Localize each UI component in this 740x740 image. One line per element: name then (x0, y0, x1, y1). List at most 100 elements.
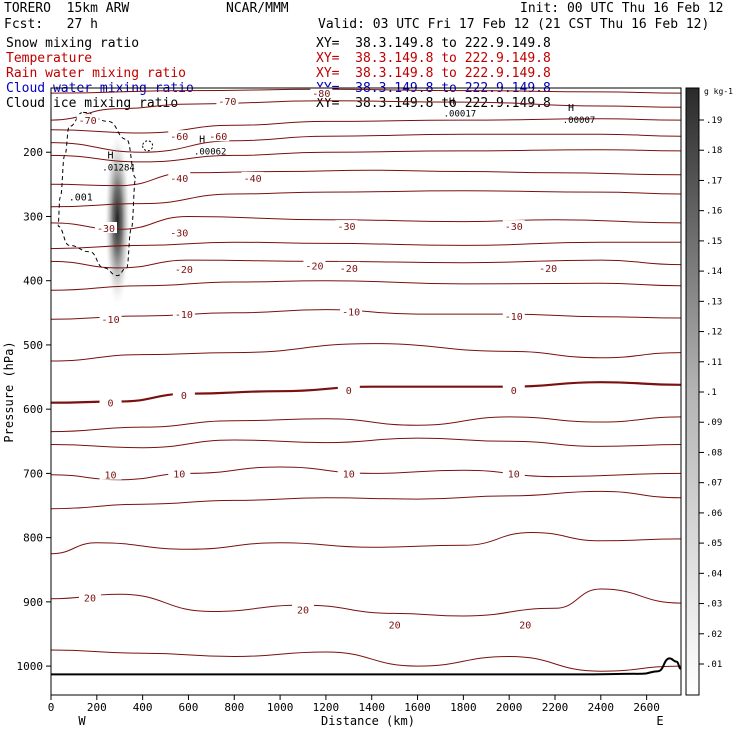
colorbar-tick-label: .08 (706, 448, 722, 458)
contour-label-bg (241, 171, 264, 183)
contour-label-bg (502, 310, 525, 322)
contour-label: 0 (108, 399, 114, 410)
temperature-contour (51, 381, 681, 404)
temperature-contour (51, 241, 681, 250)
colorbar-tick-label: .05 (706, 539, 722, 549)
x-tick-label: 1600 (404, 701, 431, 714)
field-xy-snow: XY= 38.3.149.8 to 222.9.149.8 (316, 36, 551, 51)
x-tick-label: 200 (87, 701, 107, 714)
colorbar-tick-label: .02 (706, 630, 722, 640)
contour-label: 20 (519, 620, 531, 631)
surface-pressure-line (51, 657, 681, 676)
contour-label: -70 (218, 97, 236, 108)
temperature-contour (51, 169, 681, 187)
field-name-cloud-water: Cloud water mixing ratio (6, 81, 194, 96)
plot-frame (50, 87, 682, 696)
field-name-temperature: Temperature (6, 51, 93, 66)
valid-time: Valid: 03 UTC Fri 17 Feb 12 (21 CST Thu … (318, 17, 710, 32)
y-axis-label: Pressure (hPa) (2, 341, 16, 442)
contour-label-bg (502, 383, 525, 395)
forecast-hour: Fcst: 27 h (4, 17, 98, 32)
colorbar-tick-label: .14 (706, 267, 722, 277)
x-tick-label: 600 (179, 701, 199, 714)
contour-label: 10 (173, 469, 185, 480)
x-tick-label: 2400 (588, 701, 615, 714)
temperature-contour (51, 133, 681, 153)
contour-label-bg (172, 308, 195, 320)
cloud-ice-label: .001 (69, 192, 93, 203)
contour-label: 0 (181, 391, 187, 402)
temperature-contour (51, 259, 681, 269)
y-tick-label: 800 (23, 532, 43, 545)
colorbar-tick-label: .17 (706, 176, 722, 186)
x-tick-label: 2200 (542, 701, 569, 714)
contour-label-bg (168, 226, 191, 238)
contour-label: -10 (342, 308, 360, 319)
colorbar-tick-label: .16 (706, 207, 722, 217)
contour-label-bg (168, 467, 191, 479)
contour-label-bg (168, 130, 191, 142)
colorbar-tick-label: .13 (706, 297, 722, 307)
maximum-marker: H (568, 103, 574, 114)
contour-label: -60 (170, 132, 188, 143)
colorbar: g kg-1 .01 .02 .03 .04 .05 .06 .07 .08 .09 .1 .11.… (685, 87, 733, 696)
contour-label: -40 (244, 174, 262, 185)
y-tick-label: 1000 (17, 660, 44, 673)
field-xy-cloud-ice: XY= 38.3.149.8 to 222.9.149.8 (316, 96, 551, 111)
field-xy-temperature: XY= 38.3.149.8 to 222.9.149.8 (316, 51, 551, 66)
contour-label-bg (172, 263, 195, 275)
colorbar-tick-label: .11 (706, 358, 722, 368)
temperature-contour (51, 490, 681, 510)
field-name-cloud-ice: Cloud ice mixing ratio (6, 96, 179, 111)
contour-label-bg (172, 389, 195, 401)
organization: NCAR/MMM (226, 1, 289, 16)
contour-label-bg (168, 171, 191, 183)
maximum-value: .00007 (563, 116, 596, 126)
contour-label: -30 (97, 224, 115, 235)
x-tick-label: 1200 (313, 701, 340, 714)
contour-label-bg (94, 222, 117, 234)
contour-label-bg (340, 305, 363, 317)
contour-label-bg (99, 313, 122, 325)
y-tick-label: 700 (23, 467, 43, 480)
contour-label: 10 (105, 471, 117, 482)
init-time: Init: 00 UTC Thu 16 Feb 12 (520, 1, 724, 16)
cloud-ice-contour (142, 140, 154, 152)
colorbar-tick-label: .09 (706, 418, 722, 428)
x-tick-label: 1800 (450, 701, 477, 714)
contour-label: -40 (170, 174, 188, 185)
maximum-value: .01284 (102, 164, 135, 174)
contour-label: -20 (175, 265, 193, 276)
colorbar-tick-label: .04 (706, 569, 722, 579)
colorbar-tick-label: .01 (706, 660, 722, 670)
contour-label: -10 (505, 312, 523, 323)
contour-label: 0 (511, 386, 517, 397)
contour-label: -30 (337, 222, 355, 233)
contour-label: 20 (389, 620, 401, 631)
contour-label-bg (337, 261, 360, 273)
contour-label-bg (216, 94, 239, 106)
x-tick-label: 1000 (267, 701, 294, 714)
x-tick-label: 0 (48, 701, 55, 714)
field-xy-rain: XY= 38.3.149.8 to 222.9.149.8 (316, 66, 551, 81)
contour-label: 0 (346, 386, 352, 397)
contour-label: -20 (340, 264, 358, 275)
y-tick-label: 900 (23, 596, 43, 609)
temperature-contour (51, 149, 681, 163)
contour-label-bg (335, 220, 358, 232)
colorbar-tick-label: .15 (706, 237, 722, 247)
contour-label-bg (303, 259, 326, 271)
colorbar-tick-label: .12 (706, 328, 722, 338)
maximum-marker: H (199, 135, 205, 146)
temperature-contour (51, 531, 681, 555)
contour-label: -10 (102, 315, 120, 326)
temperature-contour (51, 280, 681, 291)
colorbar-tick-label: .19 (706, 116, 722, 126)
colorbar-tick-label: .07 (706, 479, 722, 489)
temperature-contour (51, 88, 681, 94)
temperature-contour (51, 309, 681, 320)
temperature-contour (51, 118, 681, 134)
contour-label-bg (502, 467, 525, 479)
contour-label-bg (76, 114, 99, 126)
maximum-value: .00017 (444, 110, 477, 120)
